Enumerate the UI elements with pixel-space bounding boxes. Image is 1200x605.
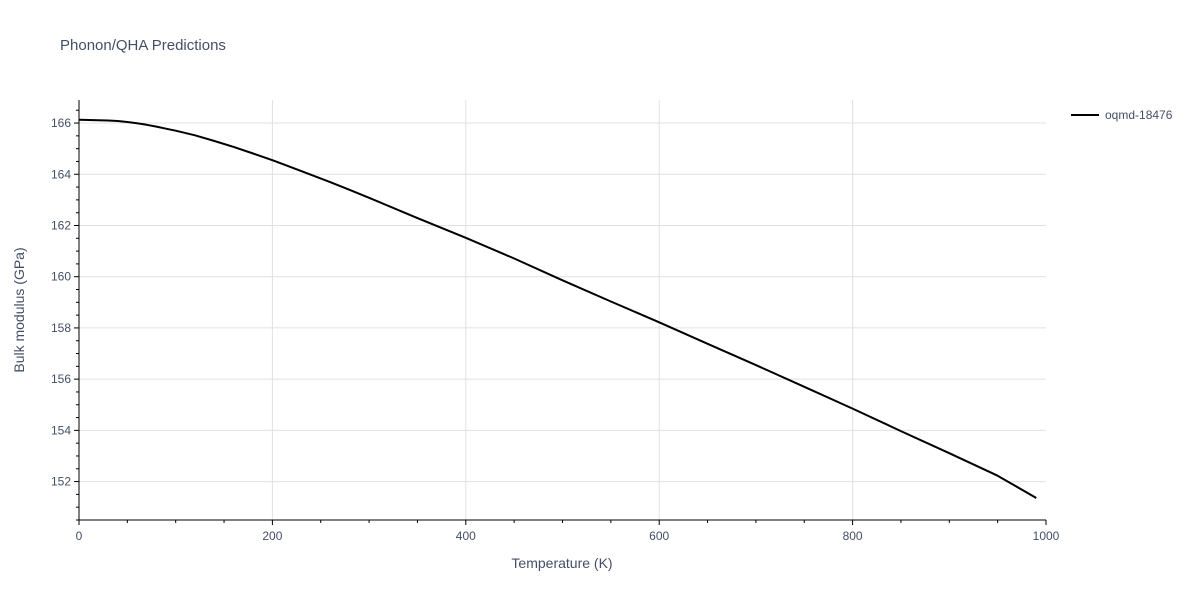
x-tick-label: 600: [649, 529, 669, 543]
x-tick-label: 1000: [1033, 529, 1060, 543]
grid-layer: [79, 100, 1046, 520]
y-tick-label: 160: [51, 270, 71, 284]
legend[interactable]: oqmd-18476: [1071, 108, 1173, 122]
series-line-oqmd-18476[interactable]: [78, 118, 1037, 499]
axis-layer: 0 200 400 600 800 1000 152 154 156 158 160 162 164 16…: [51, 100, 1060, 543]
y-tick-label: 166: [51, 116, 71, 130]
x-axis-title: Temperature (K): [511, 555, 612, 571]
y-axis-title: Bulk modulus (GPa): [11, 247, 27, 372]
x-tick-label: 0: [76, 529, 83, 543]
y-tick-label: 162: [51, 218, 71, 232]
y-tick-label: 164: [51, 167, 71, 181]
series-layer: [78, 118, 1037, 499]
y-tick-label: 158: [51, 321, 71, 335]
legend-series-label: oqmd-18476: [1105, 108, 1173, 122]
x-tick-label: 400: [456, 529, 476, 543]
chart-title: Phonon/QHA Predictions: [60, 37, 226, 54]
y-tick-label: 154: [51, 423, 71, 437]
y-tick-label: 152: [51, 475, 71, 489]
x-tick-label: 800: [843, 529, 863, 543]
y-tick-label: 156: [51, 372, 71, 386]
x-tick-label: 200: [262, 529, 282, 543]
